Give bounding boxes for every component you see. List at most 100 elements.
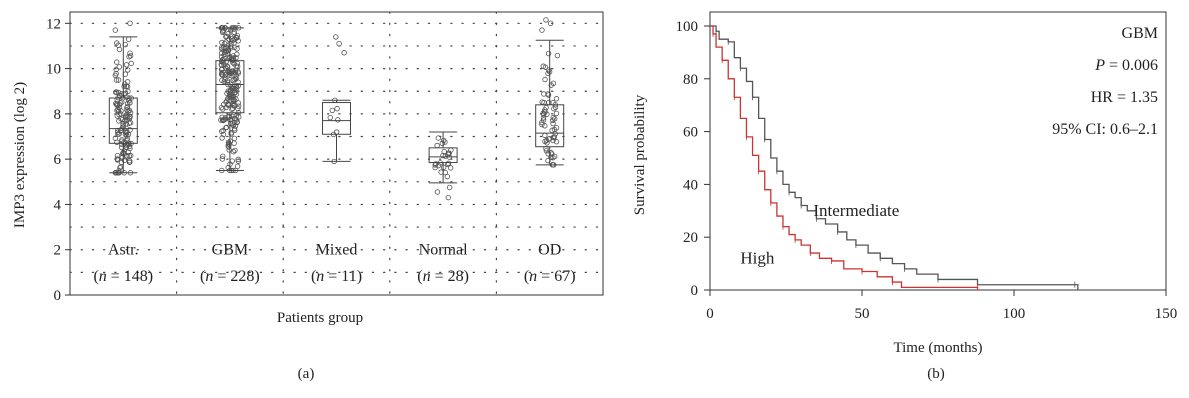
data-point (113, 59, 120, 65)
data-point (543, 148, 550, 154)
plot-frame (69, 11, 604, 296)
data-point (553, 110, 560, 117)
data-point (235, 103, 242, 109)
data-point (542, 132, 548, 139)
data-point (112, 27, 119, 33)
data-point (551, 116, 558, 122)
data-point (231, 31, 237, 37)
data-point (120, 122, 126, 129)
data-point (220, 72, 226, 78)
data-point (219, 135, 225, 141)
y-axis-label: IMP3 expression (log 2) (12, 82, 28, 228)
x-axis-label: Time (months) (893, 340, 982, 356)
box-iqr (108, 97, 138, 144)
data-point (224, 64, 231, 70)
annotation-p-value: P = 0.006 (1094, 57, 1158, 74)
data-point (128, 152, 134, 159)
data-point (439, 140, 446, 147)
data-point (113, 70, 119, 77)
data-point (223, 34, 229, 40)
data-point (225, 47, 232, 54)
data-point (543, 17, 549, 23)
data-point (218, 50, 225, 56)
data-point (221, 40, 228, 47)
n-label: (n = 67) (524, 268, 576, 285)
y-tick-label: 10 (46, 62, 61, 78)
y-tick-label: 40 (683, 177, 698, 193)
data-point (235, 38, 241, 44)
data-point (124, 100, 131, 107)
x-tick-label: 100 (1003, 306, 1026, 322)
panel-a-caption: (a) (297, 366, 315, 382)
data-point (119, 155, 125, 161)
data-point (336, 40, 342, 47)
data-point (114, 107, 120, 114)
data-point (116, 46, 123, 53)
y-tick-label: 4 (54, 197, 62, 213)
x-tick-label: 0 (706, 306, 714, 322)
box-plot-chart: IMP3 expression (log 2) Patients group 0… (12, 11, 604, 326)
data-point (542, 123, 548, 129)
data-point (220, 153, 226, 159)
data-point (114, 156, 121, 162)
data-point (440, 164, 447, 171)
y-tick-label: 60 (683, 125, 698, 141)
data-point (228, 43, 234, 49)
data-point (553, 139, 560, 145)
n-label: (n = 28) (417, 268, 469, 285)
x-tick-label: 150 (1155, 306, 1178, 322)
y-tick-label: 2 (54, 243, 62, 259)
data-point (115, 129, 121, 135)
data-point (447, 165, 454, 171)
y-tick-label: 0 (54, 288, 62, 304)
data-point (233, 54, 239, 61)
data-point (543, 137, 550, 144)
data-point (231, 76, 237, 83)
data-point (235, 70, 242, 76)
data-point (333, 129, 340, 135)
category-label: OD (538, 242, 561, 259)
data-point (546, 67, 552, 73)
annotation-ci: 95% CI: 0.6–2.1 (1052, 121, 1158, 138)
data-point (554, 52, 561, 59)
data-point (122, 131, 129, 138)
y-tick-label: 0 (691, 283, 699, 299)
data-point (220, 127, 226, 134)
data-point (329, 107, 335, 114)
box-iqr (215, 60, 245, 114)
data-point (230, 105, 236, 111)
data-point (230, 149, 237, 155)
data-point (234, 119, 240, 125)
data-point (220, 131, 227, 138)
data-point (123, 112, 130, 118)
data-point (231, 40, 237, 46)
plot-frame (709, 11, 1167, 291)
data-point (235, 156, 241, 163)
y-tick-label: 100 (676, 19, 699, 35)
data-point (236, 114, 242, 120)
data-point (113, 89, 120, 95)
data-point (550, 154, 556, 161)
y-tick-label: 20 (683, 230, 698, 246)
category-label: Astr. (108, 242, 139, 259)
data-point (223, 125, 229, 131)
data-point (229, 106, 235, 113)
n-label: (n = 148) (93, 268, 153, 285)
data-point (231, 87, 237, 93)
data-point (224, 78, 231, 84)
y-tick-label: 8 (54, 107, 62, 123)
data-point (118, 111, 124, 117)
data-point (122, 81, 128, 87)
data-point (228, 36, 235, 42)
data-point (231, 135, 238, 142)
data-point (233, 63, 239, 69)
data-point (226, 114, 232, 120)
data-point (126, 143, 133, 150)
data-point (440, 152, 446, 159)
data-point (233, 91, 240, 97)
data-point (333, 34, 339, 40)
data-point (125, 142, 131, 148)
data-point (434, 189, 441, 195)
data-point (548, 150, 554, 156)
data-point (553, 96, 560, 102)
